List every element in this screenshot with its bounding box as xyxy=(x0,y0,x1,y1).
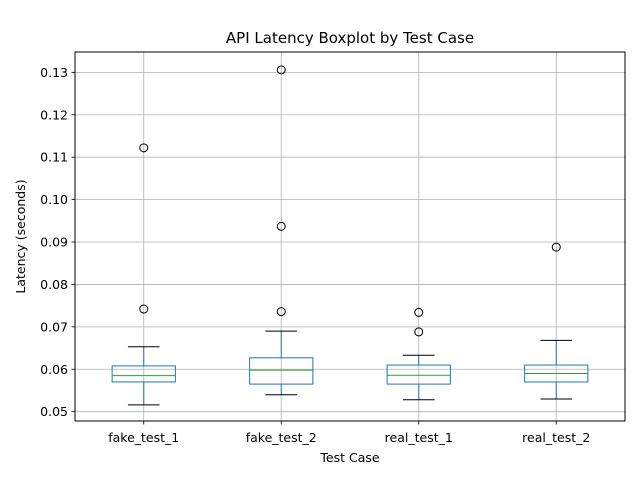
box-group-fake_test_2 xyxy=(249,65,314,396)
outlier-point xyxy=(276,307,286,317)
axis-layer: 0.05 0.06 0.07 0.08 0.09 0.10 0.11 0.12 0.13 fake… xyxy=(40,65,590,445)
outlier-point xyxy=(276,65,286,75)
outlier-point xyxy=(551,242,561,252)
y-tick-label: 0.13 xyxy=(40,65,68,80)
outlier-point xyxy=(276,221,286,231)
outlier-point xyxy=(414,307,424,317)
box-group-fake_test_1 xyxy=(111,143,176,406)
x-tick-label: fake_test_2 xyxy=(246,430,317,445)
iqr-box xyxy=(249,357,314,385)
box-layer xyxy=(111,65,589,406)
chart-title: API Latency Boxplot by Test Case xyxy=(226,29,474,47)
y-tick-label: 0.06 xyxy=(40,362,68,377)
y-tick-label: 0.07 xyxy=(40,319,68,334)
outlier-point xyxy=(139,143,149,153)
y-tick-label: 0.11 xyxy=(40,150,68,165)
iqr-box xyxy=(386,364,451,385)
x-axis-label: Test Case xyxy=(319,450,379,465)
y-tick-label: 0.12 xyxy=(40,107,68,122)
y-tick-label: 0.08 xyxy=(40,277,68,292)
outlier-point xyxy=(139,304,149,314)
iqr-box xyxy=(111,365,176,383)
outlier-point xyxy=(414,327,424,337)
x-tick-label: real_test_1 xyxy=(385,430,453,445)
y-tick-label: 0.09 xyxy=(40,235,68,250)
plot-frame xyxy=(74,51,626,422)
x-tick-label: fake_test_1 xyxy=(108,430,179,445)
x-tick-label: real_test_2 xyxy=(522,430,590,445)
y-tick-label: 0.05 xyxy=(40,404,68,419)
y-axis-label: Latency (seconds) xyxy=(13,179,28,293)
box-group-real_test_2 xyxy=(524,242,589,400)
box-group-real_test_1 xyxy=(386,307,451,401)
y-tick-label: 0.10 xyxy=(40,192,68,207)
